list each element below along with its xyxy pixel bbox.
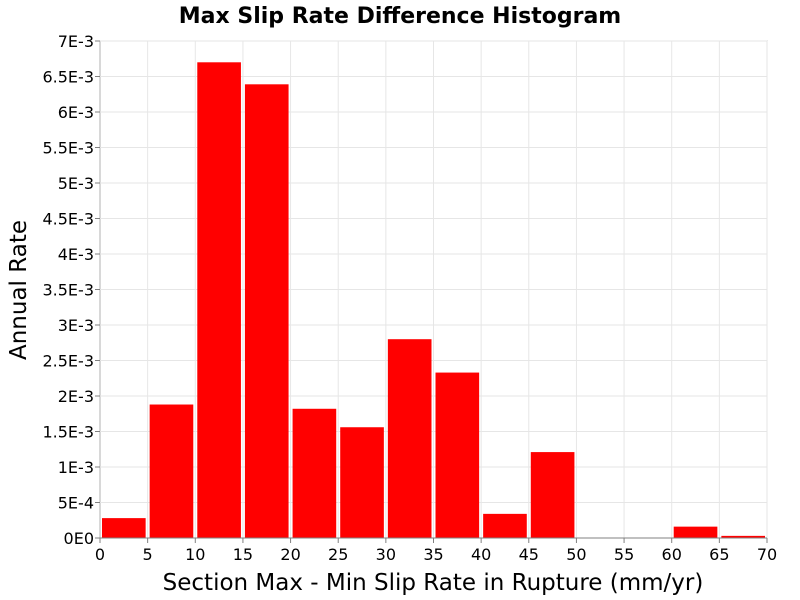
y-axis-ticks: 0E0 5E-4 1E-3 1.5E-3 2E-3 2.5E-3 3E-3 3.5E-3 4E-…	[42, 32, 100, 548]
bar-15-20	[244, 84, 289, 538]
y-tick-label: 2E-3	[58, 387, 94, 406]
x-tick-label: 55	[614, 545, 634, 564]
y-tick-label: 3.5E-3	[42, 281, 94, 300]
x-tick-label: 35	[423, 545, 443, 564]
bars	[102, 62, 765, 539]
x-tick-label: 65	[709, 545, 729, 564]
bar-25-30	[340, 427, 384, 538]
bar-0-5	[102, 518, 146, 538]
y-tick-label: 1E-3	[58, 458, 94, 477]
x-tick-label: 45	[519, 545, 539, 564]
x-tick-label: 20	[280, 545, 300, 564]
y-tick-label: 7E-3	[58, 32, 94, 51]
y-tick-label: 0E0	[64, 529, 94, 548]
y-axis-title: Annual Rate	[6, 220, 32, 360]
y-tick-label: 5E-3	[58, 174, 94, 193]
x-tick-label: 60	[662, 545, 682, 564]
x-axis-ticks: 0 5 10 15 20 25 30 35 40 45 50 55 60 65 70	[95, 538, 777, 564]
y-tick-label: 5E-4	[58, 494, 94, 513]
x-tick-label: 30	[376, 545, 396, 564]
y-tick-label: 4.5E-3	[42, 210, 94, 229]
y-tick-label: 4E-3	[58, 245, 94, 264]
bar-5-10	[149, 404, 194, 538]
x-tick-label: 50	[566, 545, 586, 564]
x-tick-label: 0	[95, 545, 105, 564]
y-tick-label: 6.5E-3	[42, 68, 94, 87]
x-tick-label: 5	[143, 545, 153, 564]
x-tick-label: 40	[471, 545, 491, 564]
y-tick-label: 6E-3	[58, 103, 94, 122]
x-tick-label: 25	[328, 545, 348, 564]
y-tick-label: 2.5E-3	[42, 352, 94, 371]
x-axis-title: Section Max - Min Slip Rate in Rupture (…	[163, 570, 704, 596]
chart-title: Max Slip Rate Difference Histogram	[179, 4, 621, 29]
bar-45-50	[530, 452, 575, 538]
bar-20-25	[292, 408, 337, 538]
x-tick-label: 10	[185, 545, 205, 564]
x-tick-label: 70	[757, 545, 777, 564]
bar-40-45	[483, 513, 527, 538]
bar-30-35	[387, 339, 432, 538]
y-tick-label: 1.5E-3	[42, 423, 94, 442]
y-tick-label: 3E-3	[58, 316, 94, 335]
x-tick-label: 15	[233, 545, 253, 564]
bar-65-70	[721, 535, 765, 538]
bar-10-15	[197, 62, 241, 539]
bar-35-40	[435, 372, 480, 538]
bar-60-65	[673, 526, 718, 538]
y-tick-label: 5.5E-3	[42, 139, 94, 158]
